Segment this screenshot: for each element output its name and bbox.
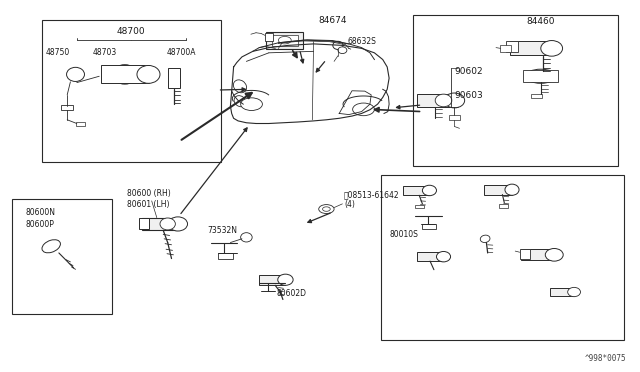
- Text: 73532N: 73532N: [207, 226, 237, 235]
- Bar: [101, 65, 148, 83]
- Text: 68632S: 68632S: [348, 38, 376, 46]
- Text: 90602: 90602: [454, 67, 483, 76]
- Ellipse shape: [241, 233, 252, 242]
- Bar: [417, 252, 443, 261]
- Ellipse shape: [444, 93, 465, 108]
- Bar: [143, 218, 178, 230]
- Text: 84460: 84460: [527, 17, 555, 26]
- Bar: [511, 41, 552, 55]
- Ellipse shape: [436, 251, 451, 262]
- Ellipse shape: [525, 69, 556, 83]
- Bar: [506, 41, 518, 52]
- Text: ^998*0075: ^998*0075: [584, 354, 626, 363]
- Text: 48750: 48750: [45, 48, 70, 57]
- Text: 80600P: 80600P: [26, 220, 55, 229]
- Ellipse shape: [42, 240, 60, 253]
- Bar: [550, 288, 574, 296]
- Text: 80600 (RH): 80600 (RH): [127, 189, 170, 198]
- Circle shape: [278, 36, 291, 44]
- Ellipse shape: [160, 218, 175, 230]
- Bar: [403, 186, 429, 195]
- Bar: [42, 20, 221, 162]
- Ellipse shape: [234, 96, 246, 107]
- Text: (4): (4): [344, 201, 355, 209]
- Bar: [415, 205, 424, 208]
- Text: 84674: 84674: [318, 16, 347, 25]
- Ellipse shape: [333, 41, 343, 49]
- Bar: [520, 249, 530, 259]
- Ellipse shape: [505, 184, 519, 195]
- Ellipse shape: [67, 67, 84, 81]
- Bar: [139, 218, 149, 229]
- Bar: [381, 175, 624, 340]
- Text: 48700A: 48700A: [166, 48, 196, 57]
- Bar: [484, 185, 512, 195]
- Bar: [168, 68, 180, 88]
- Text: 80601 (LH): 80601 (LH): [127, 200, 169, 209]
- Text: 90603: 90603: [454, 92, 483, 100]
- Ellipse shape: [422, 185, 436, 196]
- Bar: [524, 70, 559, 82]
- Bar: [272, 35, 298, 46]
- Bar: [422, 224, 436, 229]
- Circle shape: [241, 98, 262, 110]
- Ellipse shape: [113, 65, 137, 84]
- Bar: [76, 122, 85, 126]
- Ellipse shape: [137, 65, 160, 83]
- Bar: [521, 249, 554, 260]
- Circle shape: [353, 103, 374, 116]
- Bar: [500, 45, 511, 52]
- Text: 48703: 48703: [92, 48, 116, 57]
- Bar: [218, 253, 233, 259]
- Ellipse shape: [234, 80, 246, 93]
- Bar: [12, 199, 112, 314]
- Text: 48700: 48700: [117, 28, 145, 36]
- Circle shape: [323, 207, 330, 211]
- Bar: [417, 94, 454, 107]
- Text: 80600N: 80600N: [26, 208, 55, 217]
- Ellipse shape: [568, 287, 580, 297]
- Text: ゅ08513-61642: ゅ08513-61642: [344, 191, 399, 200]
- Bar: [259, 275, 285, 285]
- Ellipse shape: [435, 94, 452, 107]
- Ellipse shape: [541, 41, 563, 56]
- Ellipse shape: [480, 235, 490, 243]
- Bar: [265, 33, 273, 41]
- Text: 80010S: 80010S: [389, 230, 418, 239]
- Ellipse shape: [338, 47, 347, 54]
- Circle shape: [319, 205, 334, 214]
- Bar: [61, 105, 73, 110]
- Bar: [499, 204, 508, 208]
- Bar: [413, 15, 618, 166]
- Bar: [266, 32, 303, 49]
- Ellipse shape: [278, 274, 293, 285]
- Ellipse shape: [168, 217, 188, 231]
- Bar: [449, 115, 460, 120]
- Text: 80602D: 80602D: [276, 289, 306, 298]
- Bar: [531, 94, 542, 98]
- Ellipse shape: [545, 248, 563, 261]
